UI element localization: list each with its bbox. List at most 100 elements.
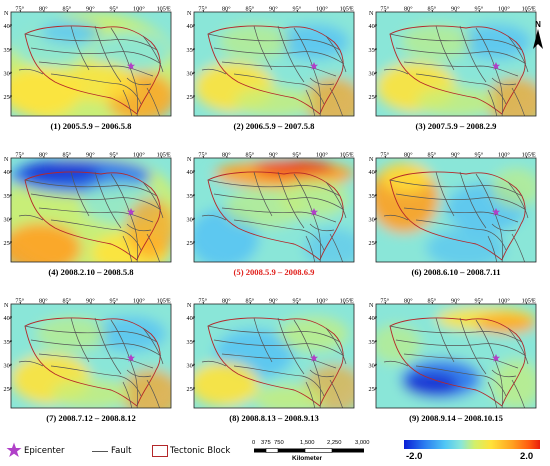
longitude-tick-label: 85°: [427, 298, 436, 305]
longitude-tick-label: 80°: [39, 152, 48, 159]
fault-line: [475, 173, 503, 262]
fault-line: [511, 233, 526, 262]
longitude-tick-label: 90°: [269, 152, 278, 159]
anomaly-map: 75° 80° 85° 90° 95° 100° 105°E 40° 35° 30° 25° N: [4, 152, 172, 263]
latitude-tick-label: 35°: [187, 339, 196, 346]
fault-line: [305, 89, 316, 116]
latitude-tick-label: 25°: [369, 386, 378, 393]
latitude-tick-label: 30°: [4, 362, 13, 369]
longitude-tick-label: 100°: [133, 6, 145, 13]
longitude-suffix: E: [350, 298, 354, 305]
fault-line: [30, 193, 162, 211]
longitude-tick-label: 80°: [404, 298, 413, 305]
epicenter-star-icon: [310, 62, 318, 70]
fault-line: [329, 233, 344, 262]
map-panel: 75° 80° 85° 90° 95° 100° 105° E 40° 35° 30° 25° N (2)…: [186, 6, 356, 136]
longitude-suffix: E: [532, 298, 536, 305]
latitude-tick-label: 30°: [4, 70, 13, 77]
fault-line: [475, 319, 503, 408]
latitude-tick-label: 40°: [4, 315, 13, 322]
longitude-tick-label: 90°: [451, 152, 460, 159]
fault-line: [325, 181, 347, 219]
longitude-tick-label: 85°: [62, 152, 71, 159]
anomaly-map: 75° 80° 85° 90° 95° 100° 105°E 40° 35° 30° 25° N: [187, 152, 355, 263]
latitude-tick-label: 35°: [369, 193, 378, 200]
fault-line: [213, 193, 345, 211]
fault-line: [309, 77, 335, 86]
fault-line: [30, 339, 162, 357]
latitude-tick-label: 25°: [4, 386, 13, 393]
fault-line: [213, 47, 345, 65]
fault-line: [18, 360, 44, 367]
longitude-tick-label: 85°: [245, 6, 254, 13]
latitude-tick-label: 40°: [4, 23, 13, 30]
fault-line: [70, 25, 90, 71]
longitude-tick-label: 85°: [427, 6, 436, 13]
latitude-tick-label: 35°: [4, 193, 13, 200]
fault-line: [24, 179, 158, 197]
epicenter-star-icon: [492, 62, 500, 70]
longitude-tick-label: 100°: [498, 298, 510, 305]
longitude-suffix: E: [167, 152, 171, 159]
fault-line: [293, 319, 321, 408]
longitude-tick-label: 100°: [316, 6, 328, 13]
fault-line: [126, 369, 152, 378]
fault-line: [277, 171, 305, 229]
longitude-tick-label: 85°: [62, 6, 71, 13]
tectonic-block-outline: [207, 317, 344, 407]
legend: Epicenter Fault Tectonic Block 0 375 750…: [0, 439, 550, 466]
fault-line: [403, 61, 519, 77]
fault-line: [415, 219, 507, 251]
latitude-tick-label: 40°: [187, 23, 196, 30]
latitude-tick-label: 30°: [187, 216, 196, 223]
fault-line: [142, 327, 164, 365]
fault-line: [221, 207, 337, 223]
latitude-tick-label: 25°: [369, 94, 378, 101]
longitude-tick-label: 75°: [198, 6, 207, 13]
longitude-tick-label: 95°: [475, 152, 484, 159]
scale-unit-label: Kilometer: [292, 455, 322, 462]
longitude-tick-label: 100°: [316, 152, 328, 159]
fault-line: [122, 89, 133, 116]
longitude-tick-label: 85°: [245, 152, 254, 159]
panel-caption: (1) 2005.5.9 – 2006.5.8: [50, 121, 132, 131]
fault-line: [70, 171, 90, 217]
fault-line: [383, 214, 409, 221]
fault-line: [309, 369, 335, 378]
longitude-tick-label: 75°: [198, 152, 207, 159]
latitude-tick-label: 35°: [4, 47, 13, 54]
anomaly-map: 75° 80° 85° 90° 95° 100° 105°E 40° 35° 30° 25° N: [187, 6, 355, 117]
fault-line: [24, 325, 158, 343]
longitude-tick-label: 105°: [340, 6, 352, 13]
latitude-tick-label: 35°: [187, 47, 196, 54]
epicenter-star-icon: [492, 354, 500, 362]
fault-line: [142, 35, 164, 73]
map-panel: 75° 80° 85° 90° 95° 100° 105° E 40° 35° 30° 25° N (4)…: [3, 152, 173, 282]
anomaly-map: 75° 80° 85° 90° 95° 100° 105°E 40° 35° 30° 25° N: [369, 6, 537, 117]
legend-epicenter-label: Epicenter: [24, 446, 65, 456]
latitude-tick-label: 40°: [369, 169, 378, 176]
map-panel: 75° 80° 85° 90° 95° 100° 105° E 40° 35° 30° 25° N (6)…: [368, 152, 538, 282]
map-panel: 75° 80° 85° 90° 95° 100° 105° E 40° 35° 30° 25° N (9)…: [368, 298, 538, 428]
epicenter-star-icon: [310, 354, 318, 362]
tectonic-block-outline: [207, 25, 344, 115]
longitude-tick-label: 100°: [498, 6, 510, 13]
longitude-tick-label: 95°: [110, 6, 119, 13]
fault-line: [487, 381, 498, 408]
colorbar-min-label: -2.0: [406, 451, 423, 462]
scale-tick-label: 3,000: [355, 440, 370, 446]
latitude-tick-label: 40°: [369, 315, 378, 322]
longitude-tick-label: 80°: [222, 152, 231, 159]
fault-line: [30, 47, 162, 65]
latitude-top-label: N: [369, 10, 374, 17]
panel-caption: (5) 2008.5.9 – 2008.6.9: [233, 267, 315, 277]
latitude-tick-label: 40°: [187, 315, 196, 322]
fault-line: [50, 365, 142, 397]
longitude-tick-label: 75°: [15, 6, 24, 13]
longitude-tick-label: 90°: [86, 152, 95, 159]
fault-line: [511, 379, 526, 408]
longitude-tick-label: 95°: [293, 6, 302, 13]
longitude-suffix: E: [350, 6, 354, 13]
latitude-top-label: N: [4, 156, 9, 163]
panel-caption: (8) 2008.8.13 – 2008.9.13: [229, 413, 319, 423]
